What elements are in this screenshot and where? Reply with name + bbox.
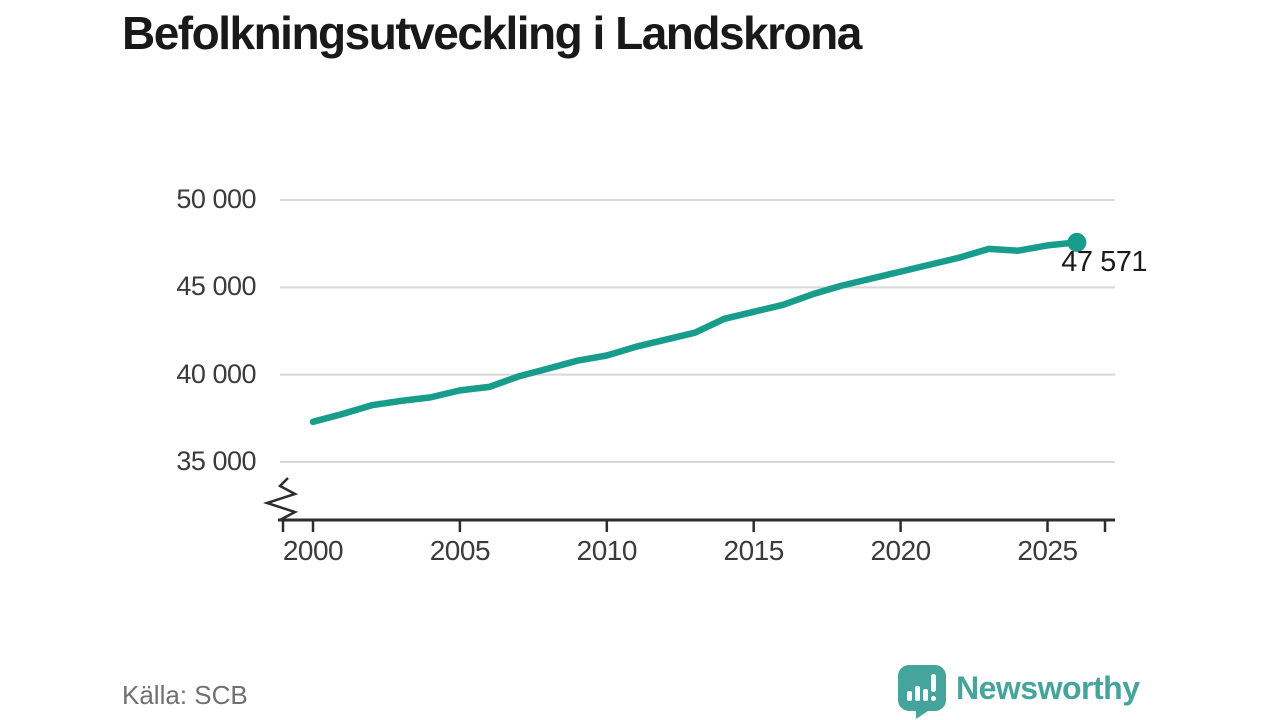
end-value-label: 47 571 xyxy=(1061,246,1147,278)
chart-title: Befolkningsutveckling i Landskrona xyxy=(122,7,862,59)
y-axis-label: 45 000 xyxy=(176,271,256,302)
y-axis-label: 40 000 xyxy=(176,358,256,389)
population-line xyxy=(309,239,1081,426)
logo-bar-2 xyxy=(915,686,920,701)
axis-break-zigzag xyxy=(262,477,299,522)
x-axis-label: 2025 xyxy=(1017,535,1078,566)
newsworthy-logo-text: Newsworthy xyxy=(956,670,1140,706)
source-label: Källa: SCB xyxy=(122,680,248,710)
newsworthy-logo: Newsworthy xyxy=(898,665,1140,719)
logo-exclamation-bar xyxy=(931,674,936,692)
logo-exclamation-dot xyxy=(931,696,936,701)
x-axis xyxy=(278,518,1115,532)
x-axis-label: 2020 xyxy=(870,535,931,566)
x-axis-label: 2005 xyxy=(429,535,491,566)
y-axis-label: 50 000 xyxy=(176,184,256,214)
y-axis-label: 35 000 xyxy=(176,446,256,476)
logo-bar-1 xyxy=(907,691,912,701)
newsworthy-logo-icon xyxy=(898,665,946,719)
x-axis-label: 2010 xyxy=(576,535,638,566)
x-axis-label: 2000 xyxy=(282,535,344,566)
x-axis-label: 2015 xyxy=(723,535,785,566)
gridlines xyxy=(280,199,1115,463)
logo-bar-3 xyxy=(923,689,928,701)
end-point-dot xyxy=(1067,232,1087,252)
